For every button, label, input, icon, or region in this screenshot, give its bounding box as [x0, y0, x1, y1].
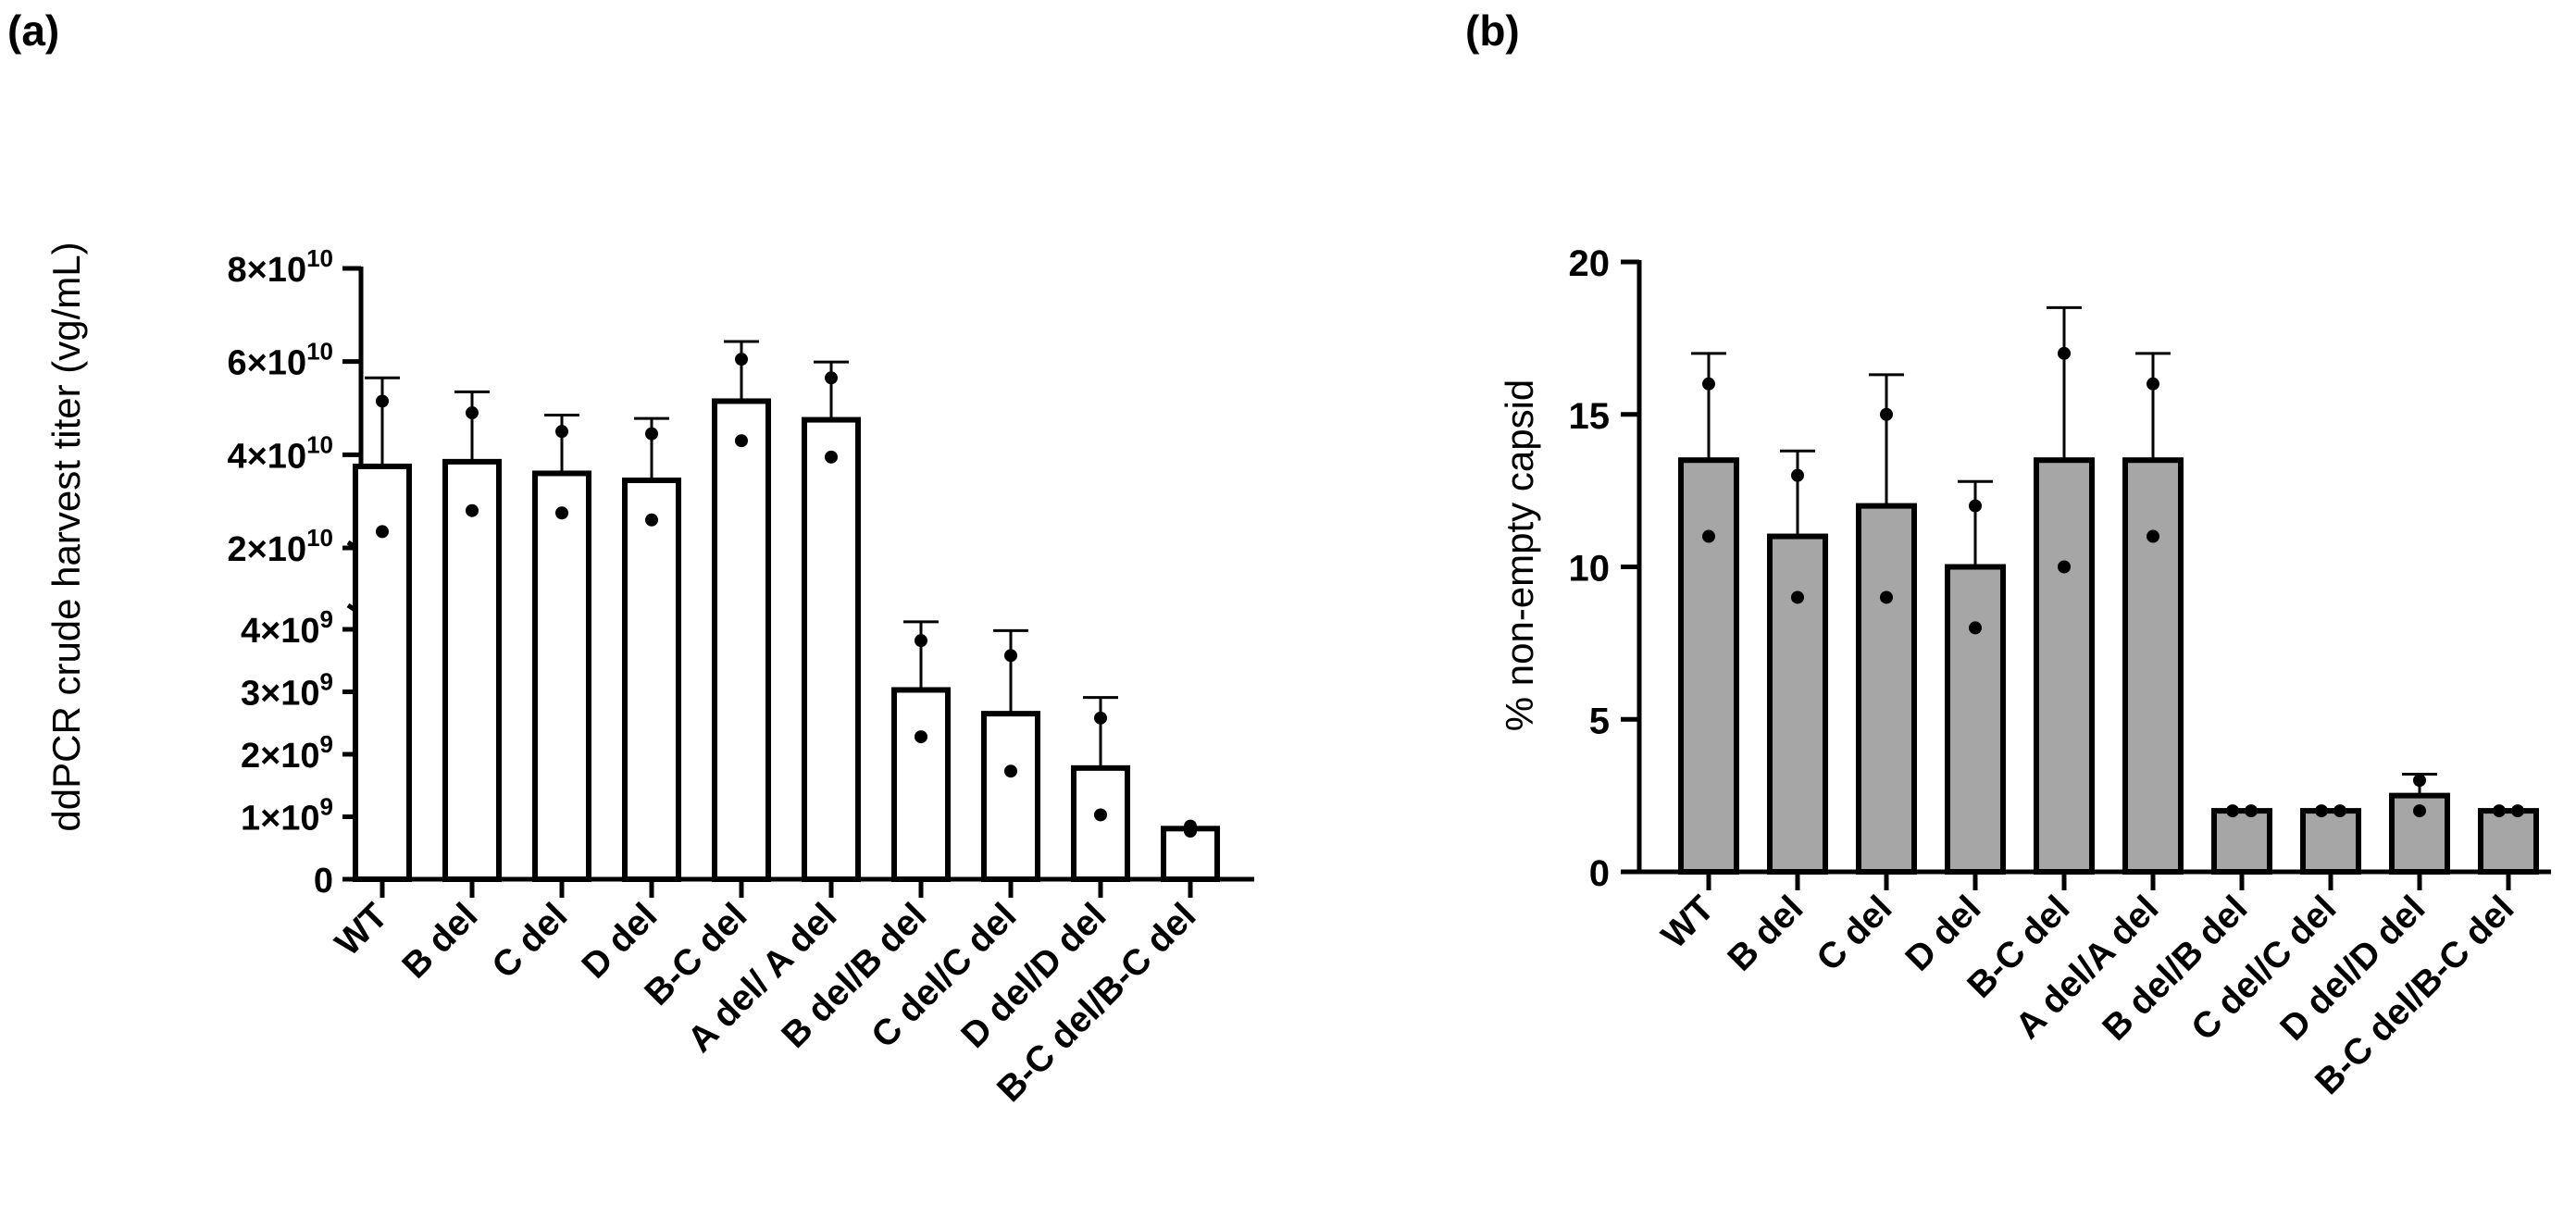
panel-b: (b) 0 5 10 15 20 % non-empty capsid WT B del C d…	[1296, 0, 2576, 1200]
data-point	[2058, 560, 2071, 574]
data-point	[1791, 468, 1804, 482]
chart-a-svg: 0 1×109 2×109 3×109 4×109 2×1010 4×1010 6×1010 8…	[44, 242, 1254, 1110]
data-point	[825, 450, 838, 464]
y-tick-label: 15	[1569, 396, 1611, 437]
bar	[2211, 808, 2272, 875]
data-point	[466, 503, 479, 517]
bar	[2300, 808, 2361, 875]
data-point	[376, 525, 389, 539]
data-point	[2413, 804, 2426, 818]
data-point	[825, 371, 838, 385]
bar	[1678, 457, 1739, 875]
y-tick-label: 20	[1569, 243, 1611, 284]
y-tick-label: 1×109	[241, 793, 333, 839]
data-point	[2245, 804, 2258, 818]
y-axis-label: % non-empty capsid	[1498, 379, 1541, 732]
data-point	[1702, 529, 1715, 543]
x-tick-label: WT	[328, 896, 395, 963]
y-tick-label: 10	[1569, 549, 1611, 590]
data-point	[466, 406, 479, 420]
x-tick-label: C del	[1810, 888, 1900, 979]
data-point	[1880, 407, 1893, 421]
data-point	[2147, 529, 2159, 543]
bar	[532, 470, 591, 882]
bar	[981, 711, 1040, 882]
data-point	[1094, 711, 1107, 725]
x-tick-label: WT	[1654, 888, 1722, 956]
panel-b-label: (b)	[1465, 6, 1520, 55]
data-point	[2058, 346, 2071, 360]
data-point	[1004, 764, 1017, 778]
data-point	[645, 427, 658, 441]
data-point	[2315, 804, 2328, 818]
y-tick-label: 3×109	[241, 668, 333, 714]
y-tick-label: 5	[1589, 701, 1610, 741]
y-tick-label: 6×1010	[227, 338, 333, 383]
data-point	[1969, 499, 1982, 513]
data-point	[915, 634, 927, 648]
data-point	[735, 353, 748, 366]
panel-a: (a) 0 1×109 2×109 3×109 4×109 2×1010 4×1010 6×1…	[7, 6, 1254, 1110]
bar	[712, 398, 771, 882]
y-tick-label: 2×1010	[227, 524, 333, 569]
x-tick-label: B del	[395, 896, 486, 987]
y-axis-label: ddPCR crude harvest titer (vg/mL)	[44, 242, 88, 831]
data-point	[2413, 774, 2426, 788]
bar	[1856, 503, 1917, 875]
bar	[1767, 533, 1828, 875]
panel-a-label: (a)	[7, 6, 60, 55]
data-point	[2511, 804, 2524, 818]
data-point	[915, 730, 927, 744]
bar	[1945, 564, 2006, 875]
data-point	[1880, 590, 1893, 604]
bar	[891, 687, 951, 882]
bar	[622, 478, 681, 882]
y-tick-label: 8×1010	[227, 244, 333, 290]
y-tick-label: 2×109	[241, 730, 333, 776]
bar	[1071, 764, 1130, 882]
data-point	[645, 513, 658, 527]
y-tick-label: 4×109	[241, 605, 333, 651]
y-tick-label: 0	[1589, 853, 1610, 894]
x-tick-label: C del	[485, 896, 576, 987]
data-point	[1702, 377, 1715, 391]
bar	[2122, 457, 2184, 875]
data-point	[2333, 804, 2346, 818]
data-point	[2493, 804, 2506, 818]
y-tick-label: 0	[314, 862, 333, 901]
data-point	[1184, 825, 1197, 839]
data-point	[2147, 377, 2159, 391]
data-point	[555, 506, 568, 520]
data-point	[1004, 649, 1017, 663]
data-point	[555, 425, 568, 439]
data-point	[1094, 808, 1107, 822]
bar	[2034, 457, 2095, 875]
bar	[442, 458, 502, 882]
bar	[2478, 808, 2539, 875]
data-point	[376, 394, 389, 408]
data-point	[1791, 590, 1804, 604]
bar	[802, 416, 861, 882]
y-tick-label: 4×1010	[227, 430, 333, 476]
x-tick-label: B del	[1721, 888, 1811, 979]
data-point	[735, 434, 748, 448]
data-point	[2226, 804, 2239, 818]
data-point	[1969, 621, 1982, 635]
